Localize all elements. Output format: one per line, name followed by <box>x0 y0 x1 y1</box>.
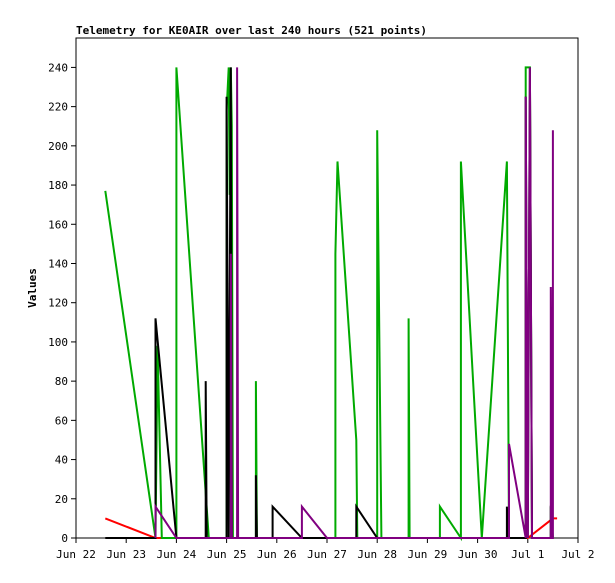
y-tick-label: 140 <box>48 257 68 270</box>
y-tick-label: 20 <box>55 493 68 506</box>
x-axis-ticks: Jun 22 Jun 23 Jun 24 Jun 25 Jun 26 Jun 27 Jun … <box>56 538 595 561</box>
y-tick-label: 160 <box>48 218 68 231</box>
y-axis-ticks: 0 20 40 60 80 100 120 140 160 180 200 220 240 <box>48 61 76 545</box>
plot-area <box>75 37 579 539</box>
y-tick-label: 0 <box>61 532 68 545</box>
x-tick-label: Jun 23 <box>106 548 146 561</box>
y-axis-label: Values <box>26 268 39 308</box>
x-tick-label: Jul 2 <box>561 548 594 561</box>
y-tick-label: 40 <box>55 454 68 467</box>
x-tick-label: Jun 28 <box>357 548 397 561</box>
y-tick-label: 220 <box>48 101 68 114</box>
chart-title: Telemetry for KE0AIR over last 240 hours… <box>76 24 427 37</box>
x-tick-label: Jun 24 <box>157 548 197 561</box>
series-layer <box>104 66 558 542</box>
x-tick-label: Jun 30 <box>458 548 498 561</box>
series-line-4 <box>154 67 554 539</box>
y-tick-label: 180 <box>48 179 68 192</box>
y-tick-label: 120 <box>48 297 68 310</box>
x-tick-label: Jun 25 <box>207 548 247 561</box>
y-tick-label: 200 <box>48 140 68 153</box>
x-tick-label: Jul 1 <box>511 548 544 561</box>
x-tick-label: Jun 26 <box>257 548 297 561</box>
x-tick-label: Jun 27 <box>307 548 347 561</box>
x-tick-label: Jun 29 <box>408 548 448 561</box>
y-tick-label: 60 <box>55 414 68 427</box>
y-tick-label: 240 <box>48 61 68 74</box>
x-tick-label: Jun 22 <box>56 548 96 561</box>
y-tick-label: 80 <box>55 375 68 388</box>
y-tick-label: 100 <box>48 336 68 349</box>
